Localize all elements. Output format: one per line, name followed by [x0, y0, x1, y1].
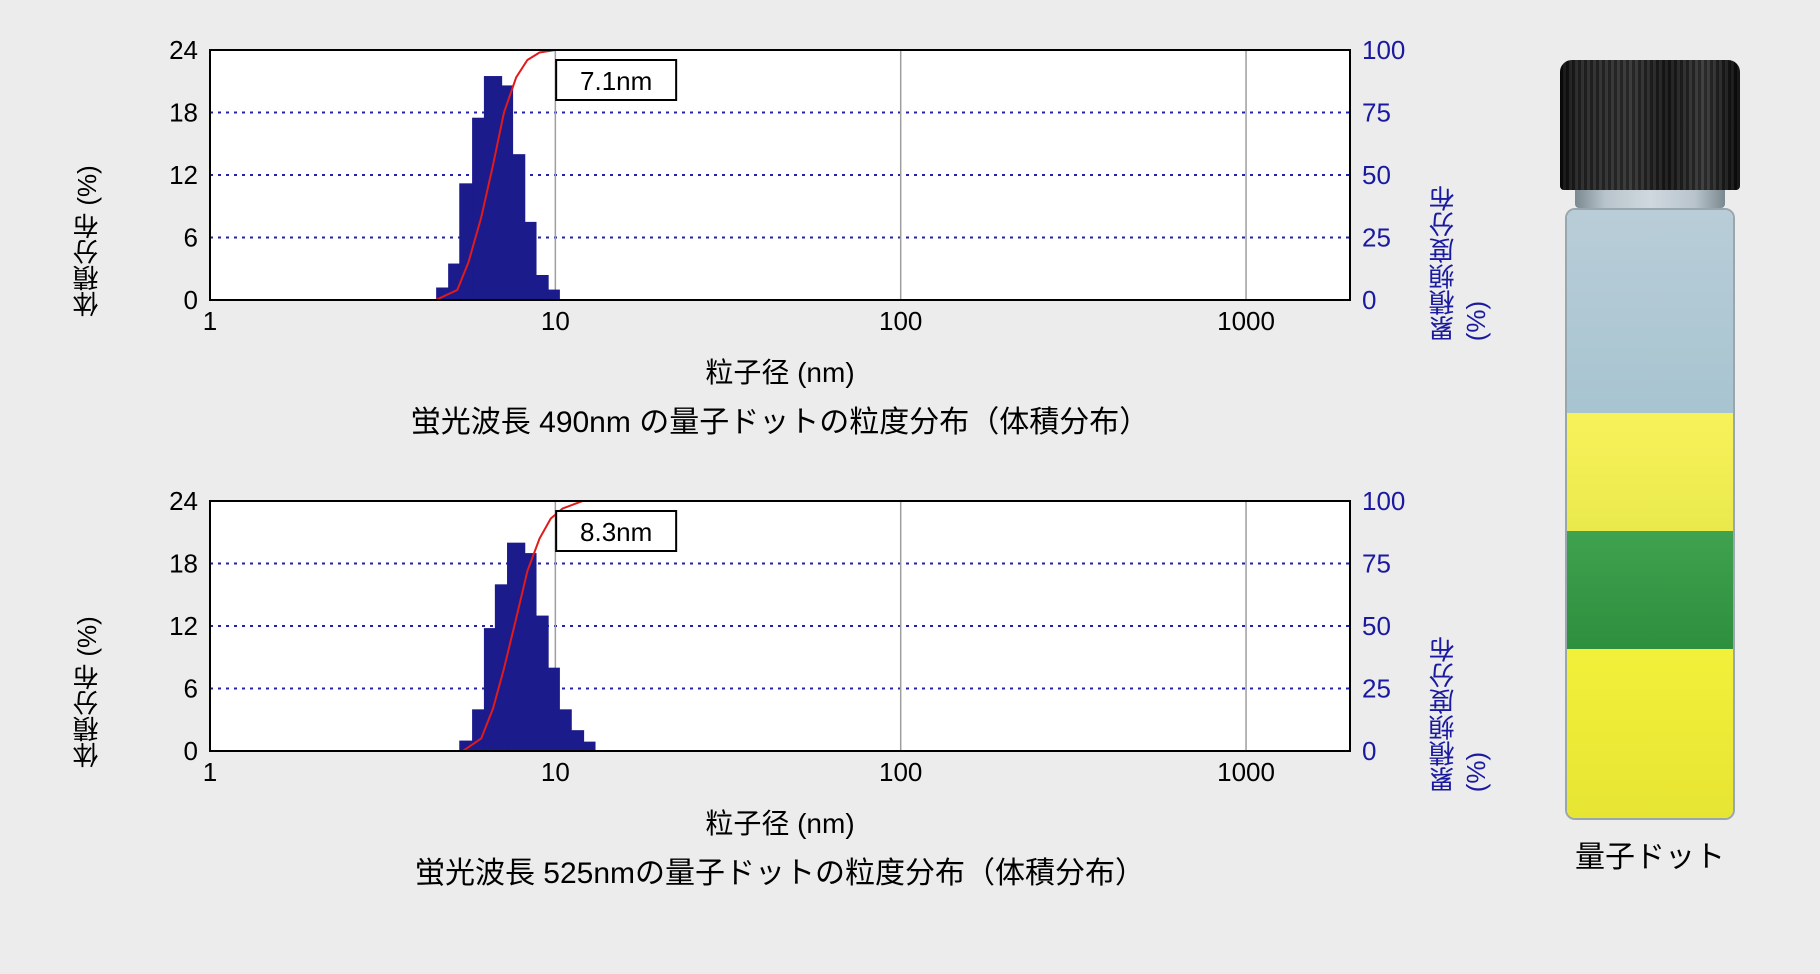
vial-layer-yellow-lower: [1567, 649, 1733, 818]
svg-text:25: 25: [1362, 223, 1391, 253]
svg-text:75: 75: [1362, 549, 1391, 579]
svg-text:100: 100: [1362, 40, 1405, 65]
y1-axis-label: 体積分布 (%): [68, 616, 105, 768]
vial-caption: 量子ドット: [1575, 832, 1725, 876]
svg-text:6: 6: [184, 223, 198, 253]
vial-body: [1565, 208, 1735, 820]
svg-text:0: 0: [184, 285, 198, 315]
y2-axis-label: 累積頻度分布 (%): [1424, 140, 1492, 341]
svg-text:12: 12: [169, 160, 198, 190]
svg-text:10: 10: [541, 306, 570, 336]
svg-text:75: 75: [1362, 98, 1391, 128]
chart-525-block: 体積分布 (%) 累積頻度分布 (%) 0 6 12 18 24 0 25 50 75 100 1 1…: [60, 491, 1500, 892]
svg-text:12: 12: [169, 611, 198, 641]
y1-axis-label: 体積分布 (%): [68, 165, 105, 317]
svg-text:100: 100: [1362, 491, 1405, 516]
svg-text:0: 0: [1362, 736, 1376, 766]
chart-490-svg: 0 6 12 18 24 0 25 50 75 100 1 10 100 1000 7.1nm: [140, 40, 1420, 340]
svg-text:7.1nm: 7.1nm: [580, 66, 652, 96]
chart-525-svg: 0 6 12 18 24 0 25 50 75 100 1 10 100 1000 8.3nm: [140, 491, 1420, 791]
chart-490-block: 体積分布 (%) 累積頻度分布 (%) 0 6 12 18 24 0 25 50 75 100 1 1…: [60, 40, 1500, 441]
svg-text:0: 0: [184, 736, 198, 766]
svg-text:8.3nm: 8.3nm: [580, 517, 652, 547]
vial-cap: [1560, 60, 1740, 190]
svg-text:50: 50: [1362, 160, 1391, 190]
svg-text:1000: 1000: [1217, 757, 1275, 787]
svg-text:0: 0: [1362, 285, 1376, 315]
x-axis-label: 粒子径 (nm): [60, 802, 1500, 842]
vial-neck: [1575, 190, 1725, 208]
chart-caption: 蛍光波長 525nmの量子ドットの粒度分布（体積分布）: [60, 848, 1500, 892]
svg-text:25: 25: [1362, 674, 1391, 704]
svg-text:1: 1: [203, 757, 217, 787]
svg-text:10: 10: [541, 757, 570, 787]
vial-layer-green: [1567, 531, 1733, 649]
svg-text:100: 100: [879, 306, 922, 336]
svg-text:6: 6: [184, 674, 198, 704]
chart-525-plot: 0 6 12 18 24 0 25 50 75 100 1 10 100 1000 8.3nm: [140, 491, 1420, 796]
vial-layer-clear: [1567, 210, 1733, 413]
chart-caption: 蛍光波長 490nm の量子ドットの粒度分布（体積分布）: [60, 397, 1500, 441]
svg-text:50: 50: [1362, 611, 1391, 641]
svg-text:24: 24: [169, 491, 198, 516]
vial-layer-yellow-upper: [1567, 413, 1733, 531]
svg-text:1000: 1000: [1217, 306, 1275, 336]
svg-text:18: 18: [169, 98, 198, 128]
figure-container: 体積分布 (%) 累積頻度分布 (%) 06121824025507510011…: [0, 0, 1820, 932]
vial-photo-column: 量子ドット: [1540, 40, 1760, 892]
x-axis-label: 粒子径 (nm): [60, 351, 1500, 391]
svg-text:24: 24: [169, 40, 198, 65]
svg-text:1: 1: [203, 306, 217, 336]
chart-490-plot: 0 6 12 18 24 0 25 50 75 100 1 10 100 1000 7.1nm: [140, 40, 1420, 345]
y2-axis-label: 累積頻度分布 (%): [1424, 591, 1492, 792]
svg-text:100: 100: [879, 757, 922, 787]
charts-column: 体積分布 (%) 累積頻度分布 (%) 06121824025507510011…: [60, 40, 1500, 892]
vial-illustration: [1540, 60, 1760, 820]
svg-text:18: 18: [169, 549, 198, 579]
